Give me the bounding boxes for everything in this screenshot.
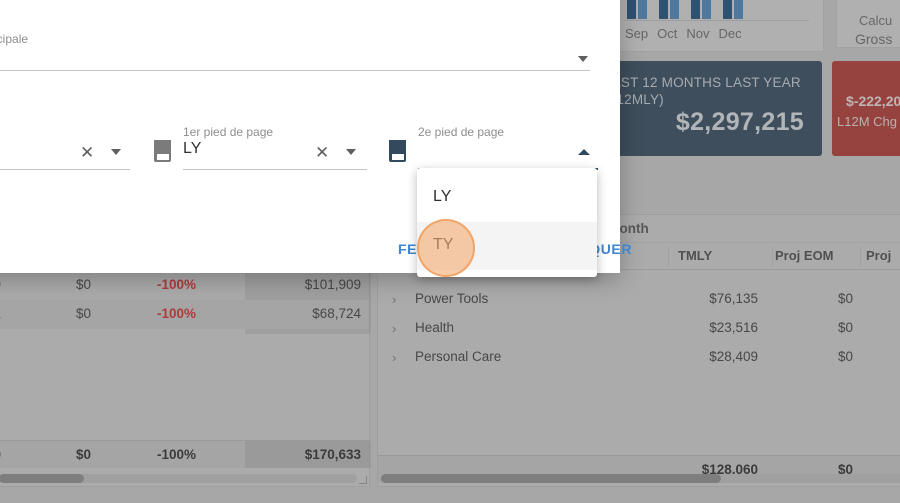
table-row[interactable]: › Personal Care $28,409 $0 bbox=[378, 343, 900, 372]
chart-axis-line bbox=[625, 20, 809, 21]
cell-proj-eom: $0 bbox=[837, 349, 853, 364]
bar-ty bbox=[659, 0, 668, 19]
bar-ty bbox=[691, 0, 700, 19]
chevron-down-icon[interactable] bbox=[111, 149, 121, 155]
row-label: Personal Care bbox=[415, 349, 502, 364]
total-proj-eom: $0 bbox=[837, 462, 853, 477]
monthly-bar-chart-card: Sep Oct Nov Dec bbox=[612, 0, 824, 52]
horizontal-scrollbar[interactable] bbox=[0, 474, 357, 483]
cell-c3: -100% bbox=[156, 277, 196, 292]
chevron-down-icon[interactable] bbox=[578, 56, 588, 62]
cell-c1: 73,049 bbox=[0, 277, 1, 292]
cell-c1: 55,011 bbox=[0, 306, 1, 321]
cursor-highlight bbox=[417, 219, 475, 277]
cell-c3: -100% bbox=[156, 306, 196, 321]
chart-tick-label: Dec bbox=[718, 26, 742, 41]
field-1-underline bbox=[0, 169, 130, 170]
scrollbar-thumb[interactable] bbox=[381, 474, 721, 483]
chart-tick-label: Nov bbox=[686, 26, 710, 41]
bar-group bbox=[691, 0, 711, 19]
cell-c2: $0 bbox=[75, 277, 91, 292]
chart-tick-label: Oct bbox=[657, 26, 678, 41]
cell-tmly: $23,516 bbox=[709, 320, 758, 335]
table-row[interactable]: › Power Tools $76,135 $0 bbox=[378, 285, 900, 314]
gross-margin-card: Calcu Gross bbox=[836, 0, 900, 48]
bar-ly bbox=[734, 0, 743, 19]
row-label: Health bbox=[415, 320, 455, 335]
kpi-value: $2,297,215 bbox=[675, 108, 804, 136]
scrollbar-thumb[interactable] bbox=[0, 474, 84, 483]
kpi-card-l12m-change: $-222,20 L12M Chg bbox=[832, 61, 900, 156]
footer-1-label: 1er pied de page bbox=[183, 125, 274, 139]
cell-c2: $0 bbox=[75, 306, 91, 321]
chevron-right-icon[interactable]: › bbox=[392, 321, 397, 336]
total-c2: $0 bbox=[75, 447, 91, 462]
main-field-underline bbox=[0, 70, 590, 71]
chevron-up-icon[interactable] bbox=[578, 149, 590, 155]
bar-group bbox=[627, 0, 647, 19]
column-header-tmly[interactable]: TMLY bbox=[678, 248, 713, 263]
column-header-proj-eom[interactable]: Proj EOM bbox=[775, 248, 834, 263]
total-c4: $170,633 bbox=[304, 447, 361, 462]
footer-1-underline bbox=[183, 169, 367, 170]
bar-ty bbox=[723, 0, 732, 19]
clear-footer-1-icon[interactable]: ✕ bbox=[315, 143, 330, 162]
cell-c4: $68,724 bbox=[312, 306, 361, 321]
bar-ly bbox=[638, 0, 647, 19]
chart-tick-label: Sep bbox=[625, 26, 649, 41]
resize-grip[interactable] bbox=[359, 476, 367, 484]
page-footer-icon[interactable] bbox=[389, 140, 406, 162]
chevron-down-icon[interactable] bbox=[346, 149, 356, 155]
chart-month-labels: Sep Oct Nov Dec bbox=[625, 26, 742, 41]
table-row[interactable]: 73,049 $0 -100% $101,909 bbox=[0, 271, 369, 300]
table-total-row: 28,060 $0 -100% $170,633 bbox=[0, 440, 371, 468]
cell-tmly: $76,135 bbox=[709, 291, 758, 306]
cell-c4: $101,909 bbox=[304, 277, 361, 292]
footer-2-label: 2e pied de page bbox=[418, 125, 505, 139]
column-header-proj[interactable]: Proj bbox=[866, 248, 892, 263]
row-label: Power Tools bbox=[415, 291, 489, 306]
clear-field-1-icon[interactable]: ✕ bbox=[80, 143, 95, 162]
kpi-value: $-222,20 bbox=[846, 93, 900, 109]
main-field-label: ncipale bbox=[0, 32, 29, 46]
page-footer-icon[interactable] bbox=[154, 140, 171, 162]
kpi-label: L12M Chg bbox=[837, 114, 897, 129]
bar-group bbox=[659, 0, 679, 19]
gross-card-line2: Gross bbox=[855, 31, 893, 47]
cell-proj-eom: $0 bbox=[837, 320, 853, 335]
gross-card-line1: Calcu bbox=[859, 13, 893, 28]
table-row[interactable]: › Health $23,516 $0 bbox=[378, 314, 900, 343]
bar-chart-bars bbox=[627, 0, 803, 19]
total-c1: 28,060 bbox=[0, 447, 1, 462]
table-row[interactable]: 55,011 $0 -100% $68,724 bbox=[0, 300, 369, 329]
dropdown-option-ly[interactable]: LY bbox=[417, 174, 597, 222]
bar-group bbox=[723, 0, 743, 19]
data-grid-left[interactable]: 73,049 $0 -100% $101,909 55,011 $0 -100%… bbox=[0, 256, 371, 487]
horizontal-scrollbar[interactable] bbox=[381, 474, 900, 483]
bar-ty bbox=[627, 0, 636, 19]
cell-proj-eom: $0 bbox=[837, 291, 853, 306]
bar-ly bbox=[702, 0, 711, 19]
bar-ly bbox=[670, 0, 679, 19]
cell-tmly: $28,409 bbox=[709, 349, 758, 364]
total-c3: -100% bbox=[156, 447, 196, 462]
chevron-right-icon[interactable]: › bbox=[392, 350, 397, 365]
dropdown-option-label: LY bbox=[433, 188, 452, 205]
total-tmly: $128,060 bbox=[701, 462, 758, 477]
highlighted-column bbox=[245, 441, 371, 468]
chevron-right-icon[interactable]: › bbox=[392, 292, 397, 307]
footer-1-value[interactable]: LY bbox=[183, 140, 202, 157]
